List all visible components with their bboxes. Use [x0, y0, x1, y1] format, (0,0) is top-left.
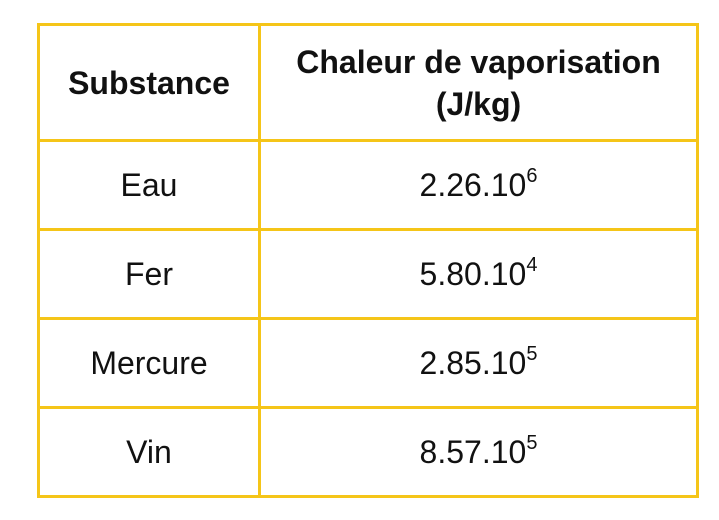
heat-value-mantissa: 2.85.10: [419, 345, 527, 381]
header-heat-of-vaporization: Chaleur de vaporisation (J/kg): [258, 23, 699, 142]
substance-cell: Eau: [37, 139, 261, 231]
heat-value-mantissa: 2.26.10: [419, 167, 527, 203]
table-row: Eau 2.26.106: [37, 139, 699, 231]
substance-cell: Fer: [37, 228, 261, 320]
heat-value-cell: 2.85.105: [258, 317, 699, 409]
heat-value-mantissa: 5.80.10: [419, 256, 527, 292]
substance-cell: Vin: [37, 406, 261, 498]
header-substance: Substance: [37, 23, 261, 142]
heat-value-mantissa: 8.57.10: [419, 434, 527, 470]
heat-value-cell: 2.26.106: [258, 139, 699, 231]
substance-cell: Mercure: [37, 317, 261, 409]
table-row: Fer 5.80.104: [37, 228, 699, 320]
heat-value-exponent: 4: [526, 254, 538, 277]
header-heat-unit: (J/kg): [435, 85, 522, 122]
vaporization-heat-table: Substance Chaleur de vaporisation (J/kg)…: [37, 23, 699, 498]
heat-value-cell: 5.80.104: [258, 228, 699, 320]
table-row: Vin 8.57.105: [37, 406, 699, 498]
heat-value-cell: 8.57.105: [258, 406, 699, 498]
table-header-row: Substance Chaleur de vaporisation (J/kg): [37, 23, 699, 142]
header-heat-label: Chaleur de vaporisation: [296, 43, 661, 80]
heat-value-exponent: 5: [526, 432, 538, 455]
heat-value-exponent: 5: [526, 343, 538, 366]
heat-value-exponent: 6: [526, 165, 538, 188]
table-row: Mercure 2.85.105: [37, 317, 699, 409]
